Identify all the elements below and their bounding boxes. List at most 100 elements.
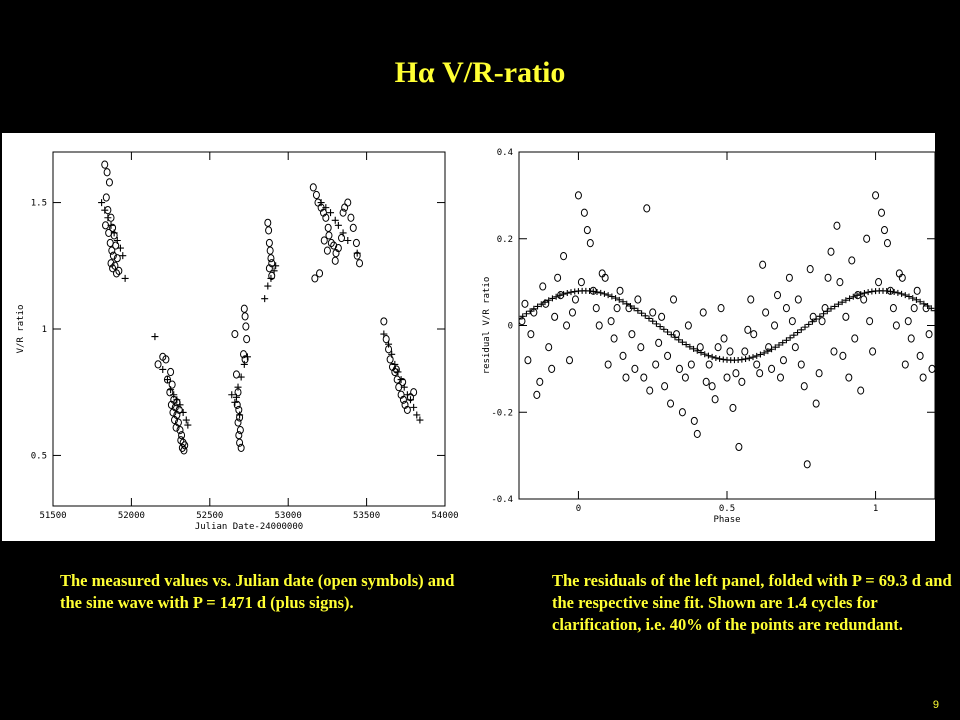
data-point-circle: [928, 364, 935, 373]
sine-fit-plus: [894, 289, 901, 296]
sine-fit-plus: [709, 353, 716, 360]
sine-fit-plus: [857, 291, 864, 298]
data-point-circle: [347, 213, 355, 222]
sine-fit-plus: [887, 288, 894, 295]
sine-fit-plus: [694, 347, 701, 354]
sine-fit-plus: [638, 310, 645, 317]
data-point-circle: [545, 343, 553, 352]
sine-fit-plus: [850, 293, 857, 300]
data-point-plus: [261, 295, 269, 303]
data-point-circle: [756, 369, 764, 378]
sine-fit-plus: [865, 289, 872, 296]
data-point-circle: [866, 317, 874, 326]
data-point-circle: [863, 234, 871, 243]
sine-fit-plus: [772, 344, 779, 351]
sine-fit-plus: [597, 289, 604, 296]
data-point-circle: [266, 246, 274, 255]
data-point-circle: [699, 308, 707, 317]
data-point-circle: [344, 198, 352, 207]
sine-fit-plus: [675, 336, 682, 343]
data-point-circle: [898, 273, 906, 282]
sine-fit-plus: [631, 305, 638, 312]
y-tick-label: -0.4: [491, 495, 513, 505]
data-point-circle: [168, 380, 176, 389]
y-tick-label: 0.4: [497, 148, 513, 158]
sine-fit-plus: [913, 296, 920, 303]
sine-fit-plus: [642, 312, 649, 319]
data-point-circle: [237, 443, 245, 452]
data-point-circle: [806, 265, 814, 274]
data-point-circle: [670, 295, 678, 304]
y-tick-label: 0: [508, 322, 513, 332]
data-point-circle: [524, 356, 532, 365]
data-point-circle: [554, 273, 562, 282]
data-point-circle: [392, 365, 400, 374]
sine-fit-plus: [798, 326, 805, 333]
data-point-circle: [327, 238, 335, 248]
left-caption: The measured values vs. Julian date (ope…: [60, 571, 455, 612]
data-point-circle: [619, 351, 627, 360]
page-number: 9: [932, 699, 939, 711]
data-point-circle: [848, 256, 856, 265]
sine-fit-plus: [553, 293, 560, 300]
data-point-plus: [231, 398, 239, 406]
data-point-circle: [738, 377, 746, 386]
sine-fit-plus: [891, 289, 898, 296]
sine-fit-plus: [649, 318, 656, 325]
data-point-circle: [322, 213, 330, 222]
sine-fit-plus: [753, 352, 760, 359]
data-point-circle: [536, 377, 544, 386]
data-point-plus: [240, 360, 248, 368]
sine-fit-plus: [679, 339, 686, 346]
data-point-plus: [344, 237, 352, 244]
data-point-circle: [649, 308, 657, 317]
sine-fit-plus: [534, 303, 541, 310]
sine-fit-plus: [917, 298, 924, 305]
data-point-plus: [380, 330, 388, 338]
data-point-circle: [875, 278, 883, 287]
data-point-circle: [236, 426, 244, 435]
sine-fit-plus: [742, 355, 749, 362]
data-point-circle: [919, 373, 927, 382]
data-point-circle: [702, 377, 710, 386]
data-point-circle: [563, 321, 571, 330]
data-point-circle: [410, 388, 418, 397]
data-point-circle: [320, 236, 328, 245]
sine-fit-plus: [746, 355, 753, 362]
data-point-circle: [652, 360, 660, 369]
data-point-circle: [172, 423, 180, 432]
x-tick-label: 53500: [353, 511, 380, 521]
data-point-circle: [812, 399, 820, 408]
data-point-circle: [349, 223, 357, 232]
data-point-circle: [521, 299, 529, 308]
data-point-circle: [607, 317, 615, 326]
data-point-circle: [610, 334, 618, 343]
data-point-circle: [880, 225, 888, 235]
sine-fit-plus: [683, 341, 690, 348]
data-point-circle: [268, 271, 276, 280]
sine-fit-plus: [538, 301, 545, 308]
sine-fit-plus: [761, 349, 768, 356]
sine-fit-plus: [820, 310, 827, 317]
sine-fit-plus: [802, 324, 808, 331]
data-point-circle: [233, 400, 241, 409]
data-point-circle: [403, 405, 411, 415]
sine-fit-plus: [716, 355, 723, 362]
data-point-plus: [272, 262, 280, 270]
data-point-plus: [232, 393, 240, 401]
data-point-circle: [818, 317, 826, 326]
data-point-circle: [678, 408, 686, 417]
data-point-circle: [113, 269, 121, 278]
sine-fit-plus: [542, 299, 548, 306]
data-point-circle: [750, 330, 758, 339]
sine-fit-plus: [690, 345, 697, 352]
sine-fit-plus: [545, 297, 552, 304]
data-point-circle: [601, 273, 609, 282]
data-point-plus: [179, 408, 187, 416]
sine-fit-plus: [523, 310, 530, 317]
data-point-circle: [797, 360, 805, 369]
x-tick-label: 54000: [431, 511, 458, 521]
data-point-circle: [264, 218, 272, 227]
data-point-circle: [711, 395, 719, 404]
data-point-plus: [388, 350, 396, 358]
